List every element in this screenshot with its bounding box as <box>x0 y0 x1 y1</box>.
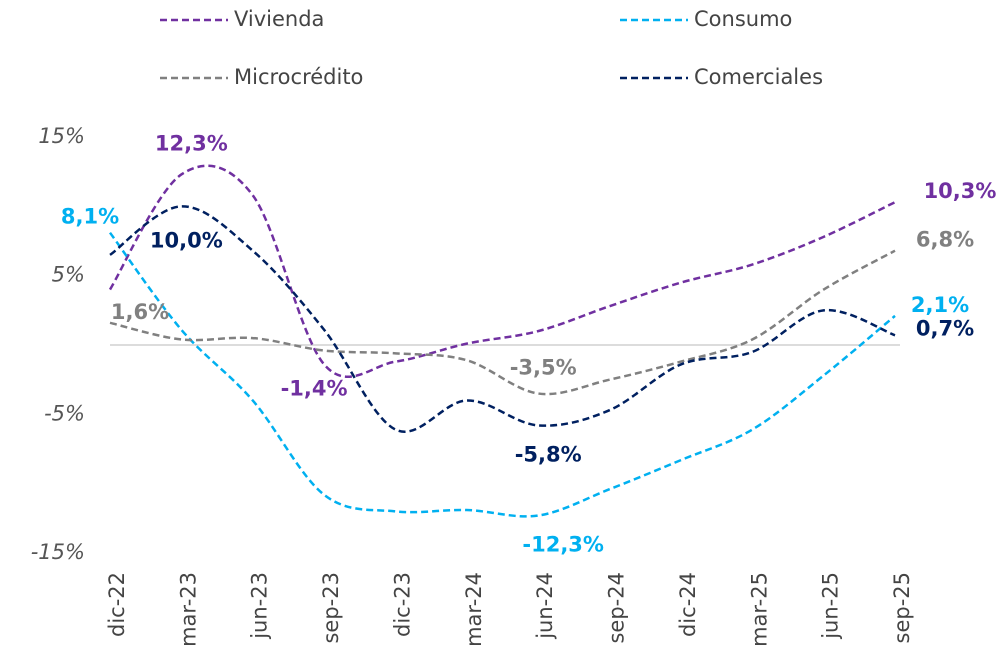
legend-label: Comerciales <box>694 65 823 89</box>
x-tick-label: sep-23 <box>319 572 343 644</box>
x-tick-label: jun-23 <box>248 572 272 640</box>
legend-label: Vivienda <box>234 7 324 31</box>
x-tick-label: dic-23 <box>390 572 414 637</box>
x-tick-label: mar-24 <box>462 572 486 647</box>
data-label: -1,4% <box>281 376 348 400</box>
series-line <box>108 164 896 378</box>
series-line <box>109 249 896 396</box>
x-tick-label: sep-25 <box>890 572 914 644</box>
y-tick-label: 5% <box>52 263 85 287</box>
x-tick-label: mar-25 <box>747 572 771 647</box>
data-label: 10,0% <box>150 228 223 252</box>
x-tick-label: sep-24 <box>605 572 629 644</box>
data-label: 2,1% <box>911 293 969 317</box>
x-tick-label: mar-23 <box>176 572 200 647</box>
data-label: 0,7% <box>916 316 974 340</box>
data-label: -3,5% <box>510 356 577 380</box>
data-label: 12,3% <box>155 131 228 155</box>
x-tick-label: jun-24 <box>533 572 557 640</box>
y-tick-label: -15% <box>31 540 85 564</box>
x-tick-label: jun-25 <box>819 572 843 640</box>
series-line <box>108 231 896 518</box>
x-tick-label: dic-24 <box>676 572 700 637</box>
series-line <box>109 205 896 433</box>
data-label: -5,8% <box>515 442 582 466</box>
y-tick-label: -5% <box>44 401 85 425</box>
data-label: 6,8% <box>916 228 974 252</box>
x-tick-label: dic-22 <box>105 572 129 637</box>
data-label: 1,6% <box>111 300 169 324</box>
data-label: 10,3% <box>924 179 996 203</box>
legend-label: Consumo <box>694 7 792 31</box>
data-label: -12,3% <box>522 533 604 557</box>
y-tick-label: 15% <box>38 124 85 148</box>
data-label: 8,1% <box>61 205 119 229</box>
legend-label: Microcrédito <box>234 65 363 89</box>
